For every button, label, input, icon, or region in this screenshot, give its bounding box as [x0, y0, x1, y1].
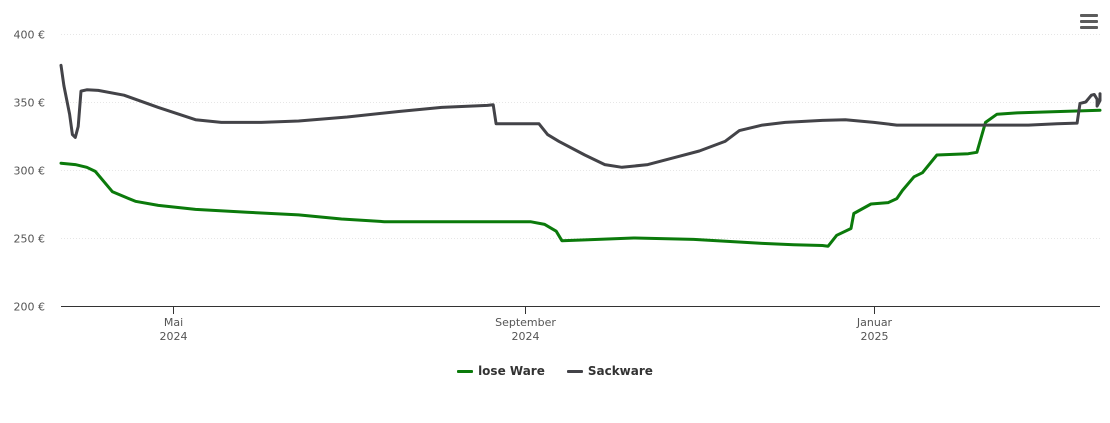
legend-swatch-sackware — [566, 369, 583, 373]
chart-legend: lose Ware Sackware — [0, 364, 1110, 378]
x-tick-label-month-0: Mai — [164, 316, 183, 329]
legend-label-sackware: Sackware — [587, 364, 653, 378]
legend-label-lose-ware: lose Ware — [478, 364, 545, 378]
x-tick-label-year-1: 2024 — [512, 330, 540, 343]
hamburger-menu-icon[interactable] — [1078, 12, 1100, 32]
series-line-lose-ware — [59, 108, 1102, 248]
y-tick-label-350: 350 € — [14, 97, 46, 110]
legend-swatch-lose-ware — [457, 369, 474, 373]
legend-item-lose-ware[interactable]: lose Ware — [457, 364, 545, 378]
x-tick-label-year-2: 2025 — [861, 330, 889, 343]
y-tick-label-200: 200 € — [14, 301, 46, 314]
y-tick-label-400: 400 € — [14, 29, 46, 42]
legend-item-sackware[interactable]: Sackware — [566, 364, 653, 378]
x-tick-label-month-1: September — [495, 316, 556, 329]
y-tick-label-300: 300 € — [14, 165, 46, 178]
x-tick-label-month-2: Januar — [856, 316, 893, 329]
x-tick-label-year-0: 2024 — [160, 330, 188, 343]
y-tick-label-250: 250 € — [14, 233, 46, 246]
series-line-sackware — [59, 63, 1102, 169]
